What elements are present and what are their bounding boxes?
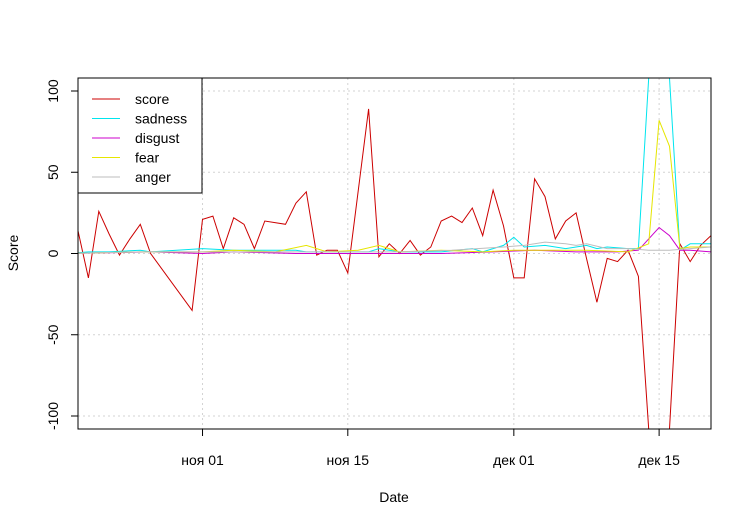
legend-label-fear: fear [135, 150, 159, 166]
y-tick-label: -50 [45, 324, 61, 344]
y-axis-label: Score [5, 235, 21, 272]
x-tick-label: дек 01 [493, 452, 535, 468]
y-tick-label: 50 [45, 164, 61, 180]
legend-label-disgust: disgust [135, 130, 179, 146]
y-tick-label: 0 [45, 249, 61, 257]
series-group [78, 78, 711, 429]
y-tick-label: -100 [45, 402, 61, 430]
series-line-disgust [78, 226, 711, 255]
series-line-anger [78, 241, 711, 254]
legend-box [77, 77, 203, 194]
y-tick-label: 100 [45, 79, 61, 103]
legend-label-anger: anger [135, 169, 171, 185]
y-axis: -100 -50 0 50 100 [45, 79, 79, 430]
legend: score sadness disgust fear anger [77, 77, 203, 194]
x-tick-label: ноя 15 [327, 452, 370, 468]
legend-label-sadness: sadness [135, 111, 187, 127]
series-line-score [78, 108, 711, 429]
x-tick-label: ноя 01 [181, 452, 224, 468]
series-line-fear [78, 120, 711, 254]
x-tick-label: дек 15 [638, 452, 680, 468]
legend-label-score: score [135, 91, 169, 107]
x-axis: ноя 01 ноя 15 дек 01 дек 15 [181, 428, 680, 468]
x-axis-label: Date [379, 489, 409, 505]
plot-lines [78, 78, 711, 429]
